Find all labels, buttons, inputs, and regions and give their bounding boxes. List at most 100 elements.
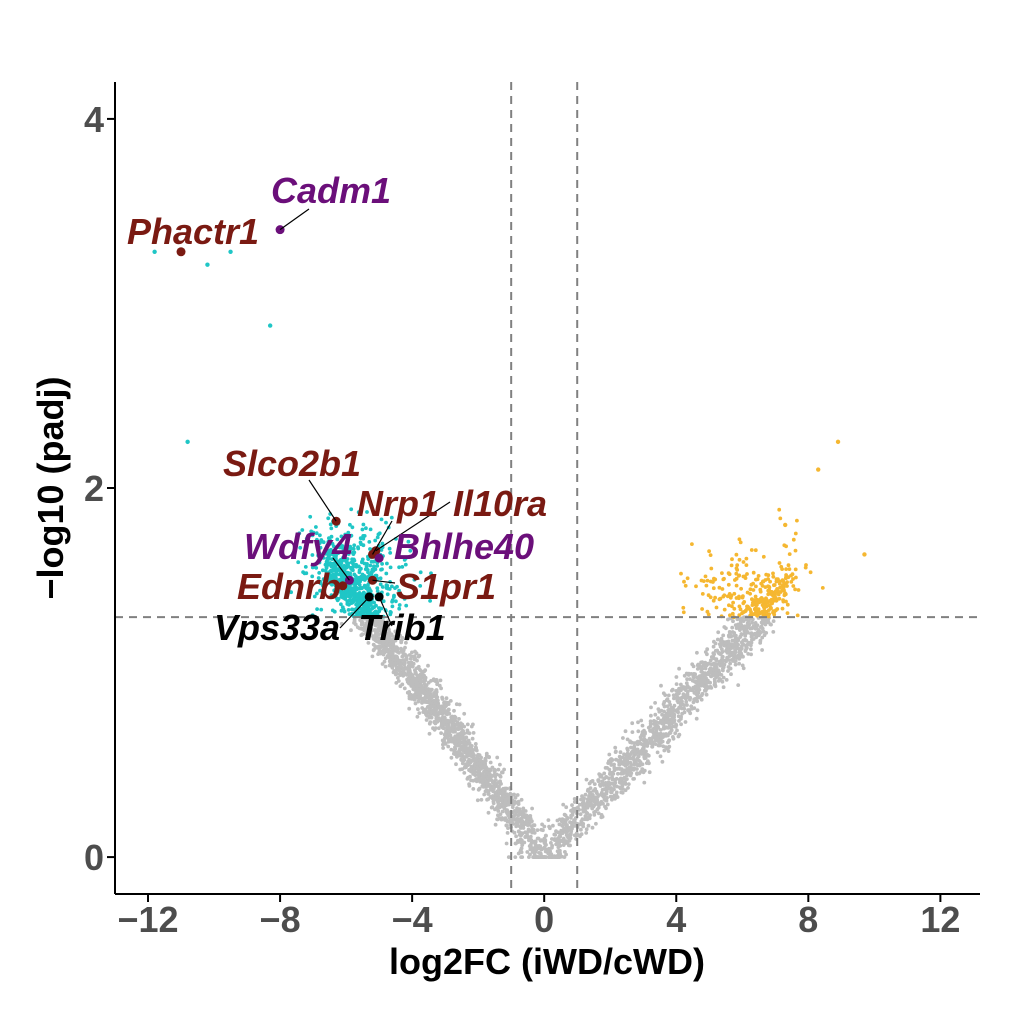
gene-point — [657, 740, 661, 745]
up-gene-point — [734, 583, 739, 588]
gene-point — [416, 654, 421, 659]
gene-point — [443, 732, 448, 737]
down-gene-point — [332, 609, 337, 614]
gene-point — [441, 742, 445, 747]
gene-point — [498, 781, 503, 786]
gene-point — [449, 755, 454, 760]
gene-point — [487, 772, 492, 776]
up-gene-point — [735, 563, 740, 567]
gene-point — [376, 628, 380, 633]
down-gene-point — [339, 602, 343, 607]
up-gene-point — [737, 537, 742, 542]
up-gene-point — [775, 587, 779, 591]
down-gene-point — [348, 571, 352, 575]
gene-point — [656, 732, 661, 736]
up-gene-point — [772, 595, 776, 600]
gene-point — [684, 681, 689, 685]
up-gene-point — [679, 571, 683, 576]
up-gene-point — [733, 578, 737, 582]
gene-point — [471, 787, 476, 791]
down-gene-point — [364, 586, 369, 591]
up-gene-point — [682, 579, 686, 584]
gene-point — [601, 801, 605, 806]
gene-point — [453, 741, 457, 746]
gene-point — [428, 720, 433, 724]
gene-point — [684, 699, 689, 704]
gene-point — [705, 684, 710, 689]
down-gene-point — [304, 571, 309, 576]
gene-point — [528, 843, 533, 847]
gene-point — [734, 633, 738, 638]
gene-point — [572, 833, 577, 838]
gene-point — [452, 708, 456, 713]
gene-point — [475, 766, 480, 771]
gene-point — [434, 717, 439, 722]
gene-point — [480, 780, 485, 785]
gene-point — [748, 626, 753, 631]
gene-point — [621, 736, 625, 740]
down-gene-point — [318, 588, 322, 593]
gene-point — [603, 798, 607, 802]
down-gene-point — [364, 564, 369, 569]
gene-point — [603, 804, 607, 809]
gene-point — [598, 773, 603, 778]
gene-point — [641, 770, 646, 775]
gene-point — [470, 749, 475, 754]
gene-point — [458, 753, 463, 758]
gene-point — [698, 679, 702, 684]
down-gene-point — [310, 553, 315, 557]
gene-point — [763, 622, 768, 627]
axis-ticks: −12 −8 −4 0 4 8 12 0 2 4 — [84, 99, 960, 940]
gene-point — [609, 790, 614, 795]
gene-point — [517, 824, 522, 829]
down-gene-point — [361, 536, 366, 541]
down-gene-point — [341, 558, 346, 562]
down-gene-point — [381, 599, 386, 604]
gene-point — [621, 781, 626, 785]
up-gene-point — [737, 557, 742, 562]
gene-point — [436, 704, 441, 708]
gene-point — [448, 718, 453, 723]
gene-point — [569, 816, 573, 820]
gene-point — [524, 820, 529, 824]
gene-point — [594, 801, 599, 806]
gene-point — [642, 734, 646, 738]
down-gene-point — [339, 571, 344, 576]
up-outlier-point — [816, 467, 821, 472]
down-outlier-point — [185, 439, 190, 445]
gene-point — [505, 819, 510, 824]
gene-point — [677, 666, 681, 671]
gene-point — [492, 769, 497, 774]
gene-point — [753, 631, 758, 636]
axes — [114, 82, 980, 895]
x-tick-label: 4 — [666, 899, 686, 940]
down-gene-point — [315, 591, 319, 596]
gene-point — [353, 622, 358, 627]
gene-point — [413, 701, 418, 706]
gene-point — [727, 632, 732, 637]
gene-point — [496, 792, 501, 797]
up-gene-point — [771, 574, 776, 579]
gene-point — [632, 749, 637, 753]
gene-point — [715, 637, 720, 642]
gene-point — [540, 847, 544, 852]
gene-leader-slco2b1 — [308, 479, 337, 522]
gene-point — [505, 796, 509, 801]
gene-point — [694, 698, 699, 702]
gene-point — [420, 686, 424, 690]
gene-point — [560, 838, 564, 843]
gene-point — [468, 760, 473, 765]
gene-point — [487, 784, 492, 789]
gene-point — [736, 624, 741, 629]
gene-point — [417, 711, 422, 715]
down-gene-point — [389, 610, 393, 615]
gene-point — [393, 629, 398, 634]
gene-point — [688, 695, 693, 700]
gene-point — [387, 654, 391, 658]
down-gene-point — [341, 566, 346, 571]
gene-point — [645, 752, 650, 757]
gene-point — [740, 616, 744, 621]
down-gene-point — [328, 581, 333, 586]
gene-point — [652, 719, 656, 723]
up-gene-point — [763, 604, 767, 608]
